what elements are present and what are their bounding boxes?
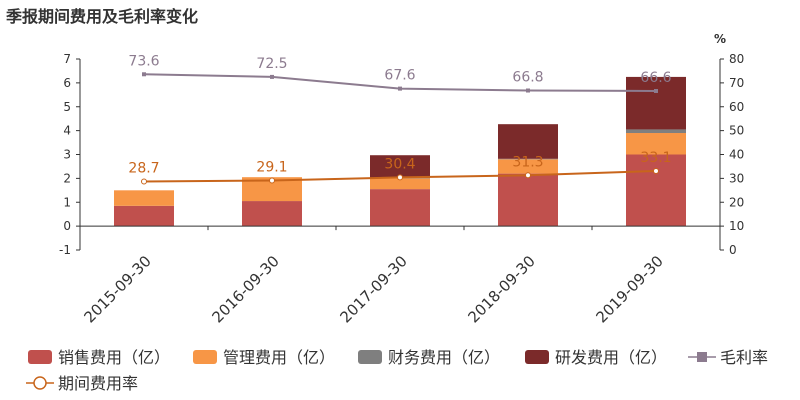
legend-marker (33, 376, 47, 390)
left-tick-label: 6 (63, 76, 71, 90)
left-tick-label: 4 (63, 124, 71, 138)
line-point (142, 72, 146, 77)
left-tick-label: 5 (63, 100, 71, 114)
legend-label: 财务费用（亿） (388, 348, 500, 367)
chart-title: 季报期间费用及毛利率变化 (6, 7, 199, 26)
category-label: 2018-09-30 (464, 252, 538, 326)
bar-segment (498, 124, 558, 159)
bar-segment (626, 76, 686, 130)
line-point (141, 178, 147, 185)
data-label: 29.1 (256, 160, 287, 176)
data-label: 30.4 (384, 156, 415, 172)
right-tick-label: 70 (729, 76, 744, 90)
right-axis-unit: % (714, 32, 726, 46)
data-label: 67.6 (384, 68, 415, 84)
bar-segment (626, 129, 686, 134)
right-tick-label: 20 (729, 195, 744, 209)
bar-segment (498, 173, 558, 227)
category-label: 2016-09-30 (208, 252, 282, 326)
bar-segment (114, 205, 174, 227)
data-label: 72.5 (256, 56, 287, 72)
data-label: 66.6 (640, 70, 671, 86)
legend-swatch (358, 350, 382, 364)
legend-swatch (193, 350, 217, 364)
data-label: 33.1 (640, 150, 671, 166)
right-tick-label: 60 (729, 100, 744, 114)
legend-label: 销售费用（亿） (58, 348, 170, 367)
bar-segment (114, 190, 174, 206)
bar-segment (242, 201, 302, 227)
line-point (398, 86, 402, 91)
line-point (526, 88, 530, 93)
bar-segment (626, 133, 686, 155)
line-point (654, 88, 658, 93)
data-label: 31.3 (512, 154, 543, 170)
line-point (269, 177, 275, 184)
left-tick-label: 7 (63, 52, 71, 66)
legend-label: 毛利率 (720, 348, 768, 367)
left-tick-label: 3 (63, 148, 71, 162)
bar-segment (370, 189, 430, 227)
legend-label: 研发费用（亿） (555, 348, 667, 367)
left-tick-label: 1 (63, 195, 71, 209)
line-point (270, 74, 274, 79)
right-tick-label: 80 (729, 52, 744, 66)
legend-label: 期间费用率 (58, 374, 138, 393)
bar-segment (370, 155, 430, 178)
bar-segment (242, 177, 302, 202)
right-tick-label: 50 (729, 124, 744, 138)
right-tick-label: 0 (729, 243, 737, 257)
category-label: 2015-09-30 (80, 252, 154, 326)
legend-marker (697, 352, 707, 362)
category-label: 2019-09-30 (592, 252, 666, 326)
category-label: 2017-09-30 (336, 252, 410, 326)
legend-label: 管理费用（亿） (223, 348, 335, 367)
bar-segment (370, 178, 430, 190)
left-tick-label: 2 (63, 171, 71, 185)
legend-swatch (525, 350, 549, 364)
right-tick-label: 40 (729, 148, 744, 162)
data-label: 28.7 (128, 160, 159, 176)
data-label: 66.8 (512, 70, 543, 86)
legend-swatch (28, 350, 52, 364)
left-tick-label: 0 (63, 219, 71, 233)
line-point (397, 174, 403, 181)
line-point (653, 167, 659, 174)
right-tick-label: 30 (729, 171, 744, 185)
left-tick-label: -1 (59, 243, 71, 257)
data-label: 73.6 (128, 53, 159, 69)
bar-segment (626, 154, 686, 227)
right-tick-label: 10 (729, 219, 744, 233)
line-point (525, 172, 531, 179)
bar-segment (498, 159, 558, 174)
